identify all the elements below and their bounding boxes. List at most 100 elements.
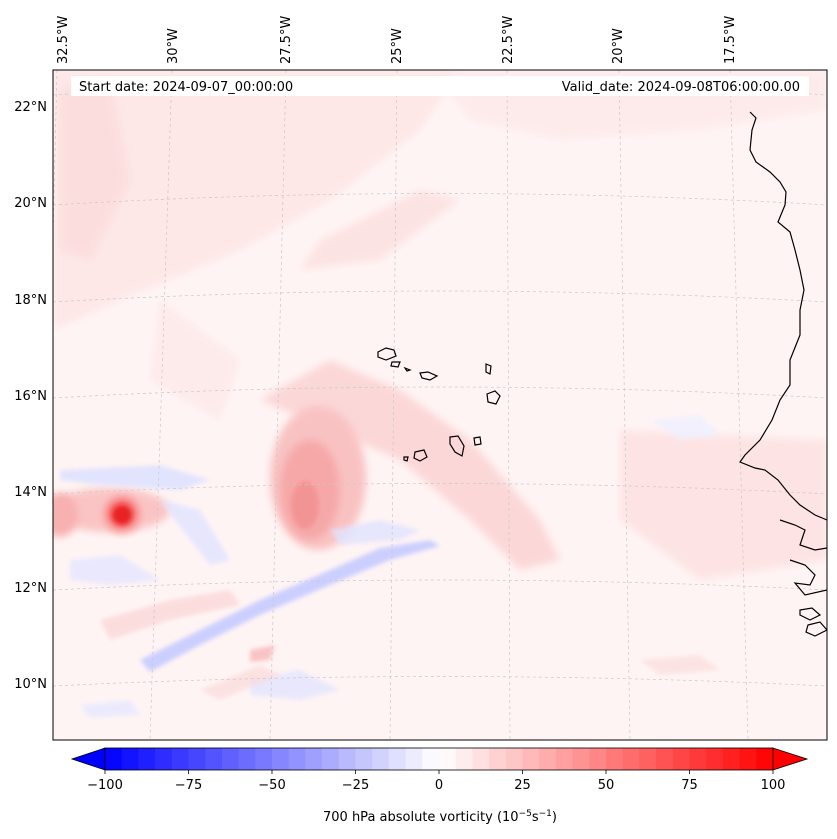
colorbar-swatch (722, 748, 741, 770)
colorbar-title-exp2: −1 (539, 809, 552, 819)
colorbar-title-close: ) (552, 810, 557, 825)
lon-label-20w: 20°W (611, 28, 626, 64)
sal-island (485, 363, 492, 375)
colorbar-tick-label: −100 (87, 778, 123, 793)
colorbar-swatch (539, 748, 557, 770)
lat-line-10n (53, 676, 827, 687)
lon-label-30w: 30°W (166, 28, 181, 64)
lon-line-22-5w (506, 70, 511, 740)
gambia-coast (789, 559, 827, 596)
africa-coast (739, 111, 827, 521)
lon-label-27-5w: 27.5°W (279, 16, 294, 64)
colorbar-title: 700 hPa absolute vorticity (10−5s−1) (323, 809, 557, 825)
colorbar-swatch (439, 748, 457, 770)
lon-line-27-5w (269, 70, 287, 740)
lat-label-18n: 18°N (14, 293, 47, 308)
colorbar-swatch (505, 748, 524, 770)
coastlines (377, 111, 827, 637)
colorbar-swatch (656, 748, 674, 770)
bijagos-island-1 (799, 607, 822, 621)
brava-island (403, 456, 409, 462)
colorbar-tick-label: −25 (342, 778, 369, 793)
colorbar-tick-label: −50 (258, 778, 285, 793)
lat-line-12n (53, 579, 827, 591)
boa-vista-island (486, 390, 501, 405)
colorbar-swatch (221, 748, 240, 770)
colorbar-swatch (606, 748, 624, 770)
lat-label-16n: 16°N (14, 389, 47, 404)
sao-nicolau-island (419, 371, 439, 381)
colorbar-swatch (589, 748, 607, 770)
maio-island (473, 436, 482, 446)
sao-vicente-island (390, 361, 401, 368)
lat-label-14n: 14°N (14, 485, 47, 500)
colorbar-swatch (639, 748, 657, 770)
colorbar-swatch (522, 748, 540, 770)
colorbar-swatch (288, 748, 306, 770)
lon-line-20w (618, 70, 631, 740)
colorbar-swatch (455, 748, 473, 770)
colorbar-swatch (305, 748, 323, 770)
colorbar-swatch (255, 748, 273, 770)
santiago-island (449, 435, 465, 457)
colorbar-swatch (739, 748, 757, 770)
colorbar-swatch (489, 748, 507, 770)
colorbar-min-extension (70, 747, 106, 771)
colorbar-max-extension (772, 747, 809, 771)
colorbar-swatch (355, 748, 373, 770)
start-date-label: Start date: 2024-09-07_00:00:00 (79, 80, 293, 95)
colorbar-swatch (338, 748, 357, 770)
colorbar-ticks: −100 −75 −50 −25 0 25 50 75 100 (87, 770, 785, 793)
lat-label-10n: 10°N (14, 677, 47, 692)
colorbar-swatch (238, 748, 256, 770)
colorbar-swatch (388, 748, 407, 770)
colorbar-swatch (171, 748, 190, 770)
colorbar-tick-label: 100 (761, 778, 786, 793)
colorbar-swatch (572, 748, 590, 770)
colorbar-tick-label: 25 (514, 778, 531, 793)
colorbar-swatch (689, 748, 707, 770)
colorbar-swatch (756, 748, 774, 770)
colorbar-title-exp1: −5 (519, 809, 532, 819)
lat-line-16n (53, 386, 827, 399)
latitude-labels: 22°N 20°N 18°N 16°N 14°N 12°N 10°N (14, 100, 47, 692)
colorbar-swatch (672, 748, 691, 770)
colorbar-title-mid: s (532, 810, 539, 825)
colorbar-swatch (188, 748, 206, 770)
colorbar-swatch (706, 748, 724, 770)
colorbar-swatch (138, 748, 156, 770)
colorbar-swatch (155, 748, 173, 770)
santa-luzia-island (403, 366, 412, 372)
lon-label-25w: 25°W (390, 28, 405, 64)
lon-label-17-5w: 17.5°W (723, 16, 738, 64)
colorbar-title-main: 700 hPa absolute vorticity (10 (323, 810, 519, 825)
lon-label-32-5w: 32.5°W (56, 16, 71, 64)
lon-label-22-5w: 22.5°W (501, 16, 516, 64)
lat-line-18n (53, 290, 827, 303)
fogo-island (413, 449, 428, 462)
senegal-coast (779, 519, 827, 551)
lat-line-14n (53, 483, 827, 495)
lon-line-17-5w (729, 70, 749, 740)
colorbar-swatch (472, 748, 490, 770)
colorbar-swatches (105, 748, 774, 770)
map-panel: Start date: 2024-09-07_00:00:00 Valid_da… (52, 69, 828, 741)
colorbar-swatch (422, 748, 440, 770)
lon-line-30w (149, 70, 173, 740)
colorbar-swatch (121, 748, 139, 770)
colorbar-tick-label: 0 (435, 778, 443, 793)
map-frame (52, 69, 828, 741)
colorbar: −100 −75 −50 −25 0 25 50 75 100 700 hPa absolute… (70, 747, 809, 825)
colorbar-swatch (622, 748, 640, 770)
lon-line-25w (389, 70, 398, 740)
valid-date-label: Valid_date: 2024-09-08T06:00:00.00 (562, 80, 800, 95)
lat-label-12n: 12°N (14, 581, 47, 596)
longitude-labels: 32.5°W 30°W 27.5°W 25°W 22.5°W 20°W 17.5… (56, 16, 738, 64)
colorbar-swatch (555, 748, 574, 770)
colorbar-tick-label: 50 (598, 778, 615, 793)
colorbar-swatch (405, 748, 423, 770)
lat-label-22n: 22°N (14, 100, 47, 115)
colorbar-swatch (322, 748, 340, 770)
bijagos-island-2 (805, 621, 827, 637)
